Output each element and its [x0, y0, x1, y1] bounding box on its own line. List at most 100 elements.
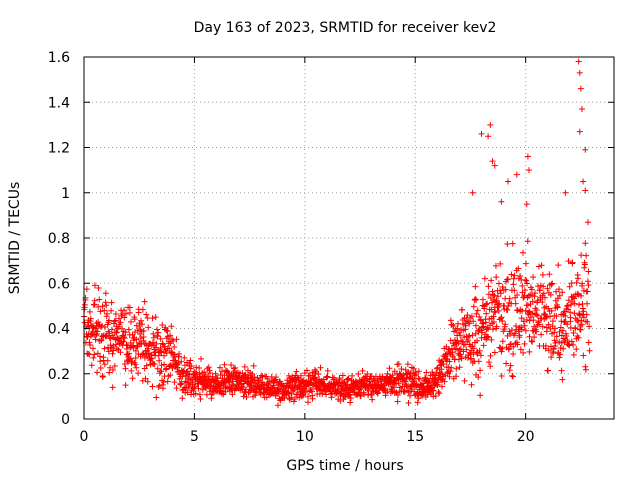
data-point: [484, 334, 491, 341]
data-point: [489, 158, 496, 165]
data-point: [493, 297, 500, 304]
data-point: [558, 318, 565, 325]
data-point: [345, 375, 352, 382]
data-point: [170, 338, 177, 345]
data-point: [336, 376, 343, 383]
data-point: [164, 328, 171, 335]
data-point: [125, 326, 132, 333]
data-point: [573, 346, 580, 353]
data-point: [178, 358, 185, 365]
data-point: [199, 386, 206, 393]
data-point: [585, 268, 592, 275]
data-point: [481, 305, 488, 312]
data-point: [171, 343, 178, 350]
data-point: [121, 335, 128, 342]
data-point: [374, 389, 381, 396]
data-point: [108, 307, 115, 314]
data-point: [480, 323, 487, 330]
data-point: [453, 365, 460, 372]
data-point: [384, 370, 391, 377]
data-point: [128, 318, 134, 325]
data-point: [187, 380, 194, 387]
data-point: [298, 372, 305, 379]
data-point: [566, 283, 573, 290]
data-point: [94, 369, 101, 376]
data-point: [394, 398, 401, 405]
data-point: [356, 386, 363, 393]
data-point: [490, 291, 497, 298]
data-point: [447, 337, 454, 344]
data-point: [560, 345, 567, 352]
data-point: [477, 367, 484, 374]
data-point: [457, 332, 464, 339]
data-point: [439, 383, 446, 390]
data-point: [524, 238, 531, 245]
data-point: [122, 365, 129, 372]
data-point: [498, 198, 505, 205]
data-point: [117, 349, 124, 356]
data-point: [575, 318, 582, 325]
data-point: [133, 336, 140, 343]
data-point: [497, 287, 504, 294]
data-point: [139, 306, 146, 313]
data-point: [101, 345, 108, 352]
data-point: [159, 385, 166, 392]
data-point: [582, 187, 589, 194]
data-point: [480, 342, 487, 349]
data-point: [498, 372, 505, 379]
data-point: [525, 167, 532, 174]
data-point: [101, 307, 108, 314]
data-point: [395, 361, 402, 368]
data-point: [265, 381, 272, 388]
data-point: [103, 302, 110, 309]
data-point: [514, 291, 521, 298]
data-point: [323, 391, 330, 398]
data-point: [503, 360, 510, 367]
data-point: [463, 346, 470, 353]
data-point: [162, 366, 169, 373]
data-point: [198, 355, 205, 362]
y-axis-label: SRMTID / TECUs: [7, 182, 23, 295]
data-point: [567, 301, 574, 308]
data-point: [497, 290, 504, 297]
data-point: [90, 354, 97, 361]
data-point: [173, 361, 180, 368]
data-point: [121, 307, 128, 314]
data-point: [140, 334, 147, 341]
data-point: [101, 361, 108, 368]
data-point: [547, 291, 554, 298]
data-point: [485, 283, 492, 290]
data-point: [583, 252, 590, 259]
data-point: [518, 326, 525, 333]
data-point: [457, 351, 464, 358]
data-point: [563, 303, 570, 310]
data-point: [303, 367, 310, 374]
data-point: [359, 367, 366, 374]
data-point: [509, 372, 516, 379]
data-point: [197, 395, 204, 402]
data-point: [149, 383, 156, 390]
data-point: [390, 384, 397, 391]
data-point: [169, 365, 176, 372]
data-point: [446, 358, 453, 365]
data-point: [479, 329, 486, 336]
data-point: [468, 356, 475, 363]
data-point: [586, 347, 593, 354]
data-point: [546, 271, 553, 278]
data-point: [187, 365, 194, 372]
data-point: [530, 274, 537, 281]
data-point: [155, 352, 162, 359]
data-point: [151, 361, 158, 368]
x-axis-label: GPS time / hours: [286, 458, 403, 474]
data-point: [89, 325, 96, 332]
data-point: [549, 280, 556, 287]
data-point: [584, 278, 591, 285]
data-point: [205, 364, 212, 371]
data-point: [154, 326, 161, 333]
data-point: [150, 330, 157, 337]
data-point: [168, 323, 175, 330]
data-point: [436, 390, 443, 397]
data-point: [406, 375, 413, 382]
data-point: [314, 386, 321, 393]
data-point: [468, 381, 475, 388]
